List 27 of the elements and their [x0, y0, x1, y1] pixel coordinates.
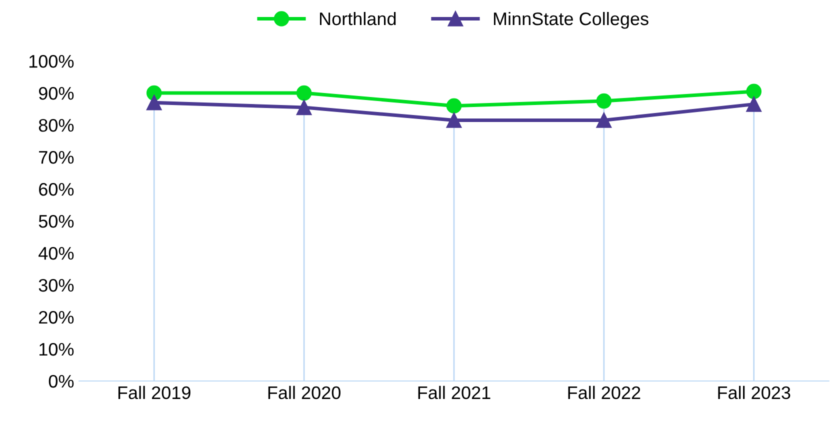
point: [746, 96, 762, 112]
point: [146, 95, 162, 110]
y-tick-label: 20%: [39, 310, 74, 324]
point: [746, 84, 762, 100]
legend-label: Northland: [320, 12, 396, 26]
y-tick-label: 0%: [48, 374, 74, 388]
point: [446, 112, 462, 128]
point: [596, 112, 612, 128]
y-tick-label: 70%: [39, 150, 74, 164]
x-tick-label: Fall 2019: [118, 386, 190, 400]
legend-label: MinnState Colleges: [494, 12, 648, 29]
y-tick-label: 60%: [39, 182, 74, 196]
x-tick-label: Fall 2023: [718, 386, 790, 400]
x-tick-label: Fall 2020: [268, 386, 340, 400]
y-tick-label: 40%: [38, 246, 74, 260]
point: [296, 100, 312, 116]
point: [596, 93, 612, 109]
x-tick-label: Fall 2021: [418, 386, 490, 400]
y-tick-label: 30%: [38, 278, 74, 292]
y-tick-label: 10%: [40, 342, 74, 356]
y-tick-label: 100%: [29, 54, 74, 68]
point: [296, 85, 312, 101]
y-tick-label: 50%: [38, 214, 74, 228]
y-tick-label: 90%: [38, 86, 74, 100]
y-tick-label: 80%: [38, 118, 74, 132]
x-tick-label: Fall 2022: [568, 386, 640, 400]
point: [446, 98, 462, 114]
